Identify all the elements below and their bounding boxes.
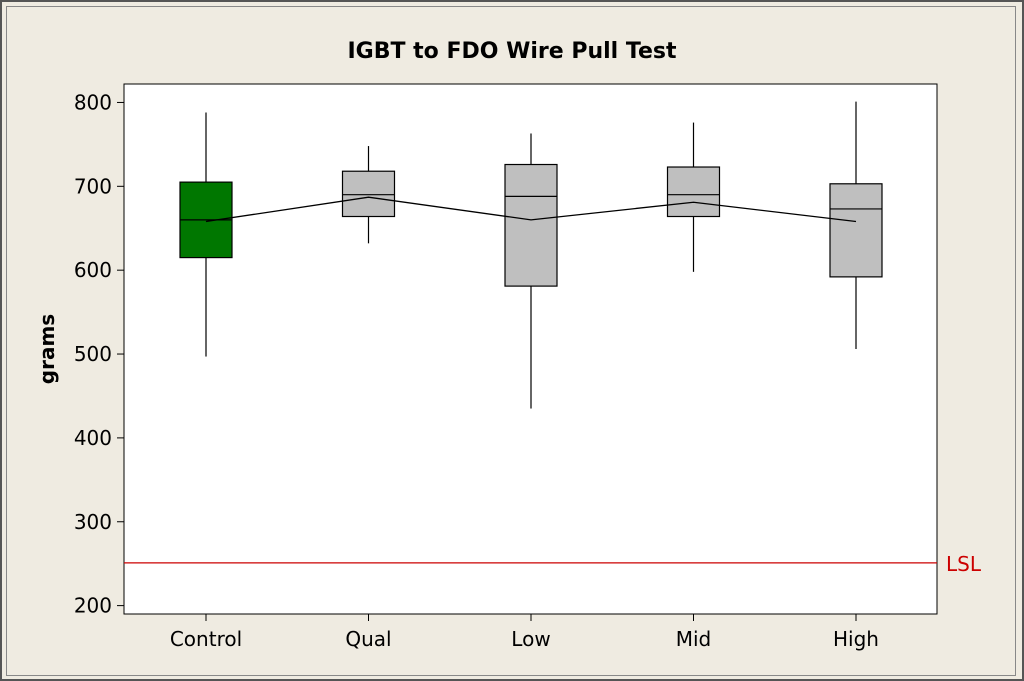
box-body [341, 170, 396, 218]
x-tick-label: Mid [676, 627, 712, 651]
mean-line-group [205, 196, 857, 223]
y-tick-label: 800 [74, 90, 112, 114]
box-body [504, 163, 558, 287]
x-tick-label: Control [170, 627, 242, 651]
reference-line-group: LSL [124, 552, 982, 576]
y-axis-label: grams [35, 314, 59, 384]
box-body [666, 166, 721, 218]
x-axis: Control Qual Low Mid High [170, 614, 879, 651]
boxes-group [179, 101, 883, 409]
box-low [504, 133, 558, 409]
box-control [179, 112, 233, 357]
lsl-label: LSL [946, 552, 982, 576]
x-tick-label: High [833, 627, 879, 651]
chart-frame-inner [6, 6, 1016, 676]
y-tick-label: 600 [74, 258, 112, 282]
box-body [829, 183, 883, 278]
y-tick-label: 400 [74, 426, 112, 450]
box-high [829, 101, 883, 349]
y-tick-label: 200 [74, 594, 112, 618]
x-tick-label: Low [511, 627, 550, 651]
box-mid [666, 122, 721, 272]
chart-title: IGBT to FDO Wire Pull Test [347, 39, 676, 64]
mean-connect-line [205, 196, 857, 223]
box-qual [341, 146, 396, 244]
y-tick-label: 300 [74, 510, 112, 534]
y-tick-label: 500 [74, 342, 112, 366]
x-tick-label: Qual [345, 627, 391, 651]
y-axis: 200 300 400 500 600 700 800 [74, 90, 124, 618]
y-tick-label: 700 [74, 174, 112, 198]
